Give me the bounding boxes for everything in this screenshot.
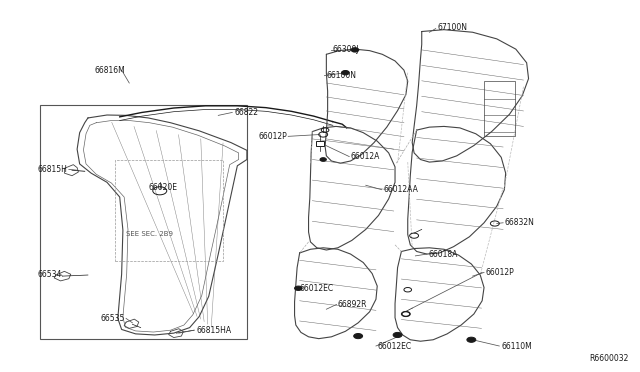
Text: 66816M: 66816M — [94, 65, 125, 75]
Bar — [316, 141, 324, 146]
Circle shape — [320, 158, 326, 161]
Text: 66012AA: 66012AA — [383, 185, 419, 194]
Text: 66300J: 66300J — [333, 45, 359, 54]
Text: 66534: 66534 — [37, 270, 61, 279]
Text: 66012A: 66012A — [351, 152, 380, 161]
Text: 66012EC: 66012EC — [377, 341, 412, 350]
Circle shape — [354, 334, 363, 339]
Text: 66018A: 66018A — [428, 250, 458, 259]
Circle shape — [467, 337, 476, 342]
Text: 66535: 66535 — [100, 314, 125, 323]
Bar — [115, 160, 223, 262]
Text: 66815HA: 66815HA — [196, 326, 231, 335]
Text: R6600032: R6600032 — [589, 353, 628, 363]
Circle shape — [393, 333, 402, 337]
Bar — [484, 81, 515, 137]
Circle shape — [351, 48, 359, 52]
Text: 66012P: 66012P — [258, 132, 287, 141]
Text: 66832N: 66832N — [504, 218, 534, 227]
Text: SEE SEC. 2B9: SEE SEC. 2B9 — [126, 231, 173, 237]
Text: 66012P: 66012P — [485, 268, 514, 277]
Text: 66020E: 66020E — [148, 183, 177, 192]
Text: 66110M: 66110M — [501, 341, 532, 350]
Bar — [40, 105, 247, 339]
Circle shape — [342, 71, 349, 75]
Text: 66012EC: 66012EC — [300, 284, 334, 293]
Text: 66822: 66822 — [234, 108, 258, 117]
Text: 66100N: 66100N — [326, 71, 356, 80]
Circle shape — [294, 286, 302, 291]
Text: 66815H: 66815H — [37, 165, 67, 174]
Text: 67100N: 67100N — [438, 23, 468, 32]
Text: 66892R: 66892R — [338, 300, 367, 309]
